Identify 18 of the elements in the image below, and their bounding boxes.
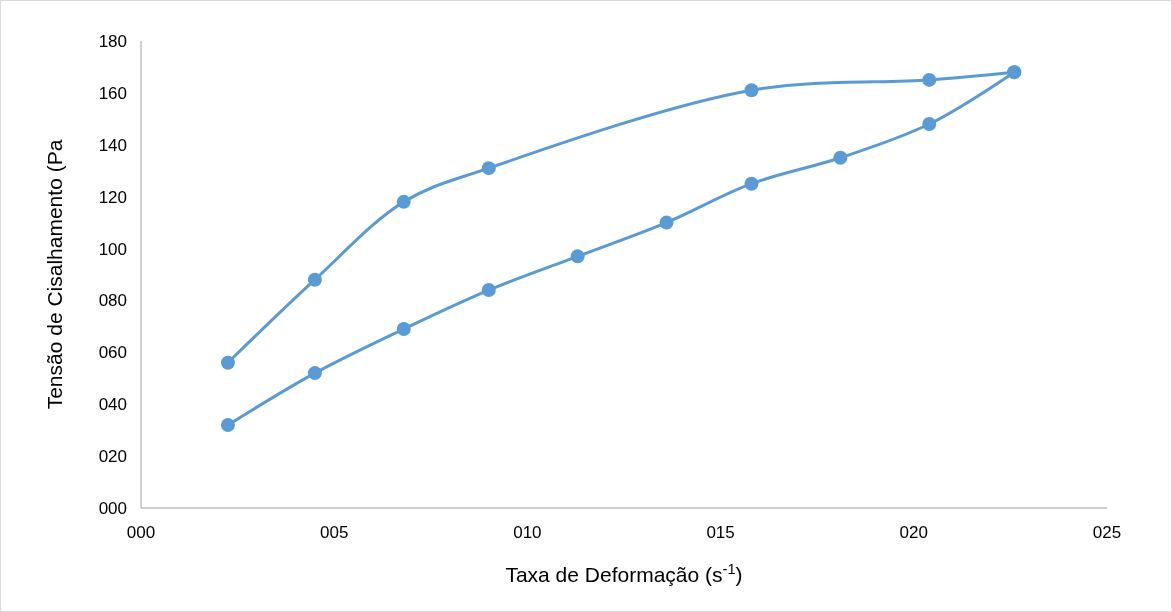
y-tick-label: 080 — [98, 291, 127, 311]
y-tick-label: 020 — [98, 447, 127, 467]
x-axis-title: Taxa de Deformação (s$^{-1}$) — [505, 561, 743, 586]
y-tick-label: 160 — [98, 83, 127, 103]
y-tick-label: 100 — [98, 239, 127, 259]
y-tick-label: 120 — [98, 187, 127, 207]
x-tick-label: 015 — [706, 523, 735, 542]
x-tick-label: 005 — [320, 523, 349, 542]
y-tick-label: 000 — [98, 498, 127, 518]
x-tick-label: 025 — [1092, 523, 1122, 542]
y-axis-title: Tensão de Cisalhamento (Pa — [43, 139, 66, 410]
x-tick-label: 000 — [126, 523, 156, 542]
y-tick-label: 180 — [98, 31, 127, 51]
x-tick-label: 010 — [513, 523, 542, 542]
y-tick-label: 040 — [98, 395, 127, 415]
y-tick-label: 060 — [98, 343, 127, 363]
x-tick-label: 020 — [899, 523, 928, 542]
y-tick-label: 140 — [98, 135, 127, 155]
